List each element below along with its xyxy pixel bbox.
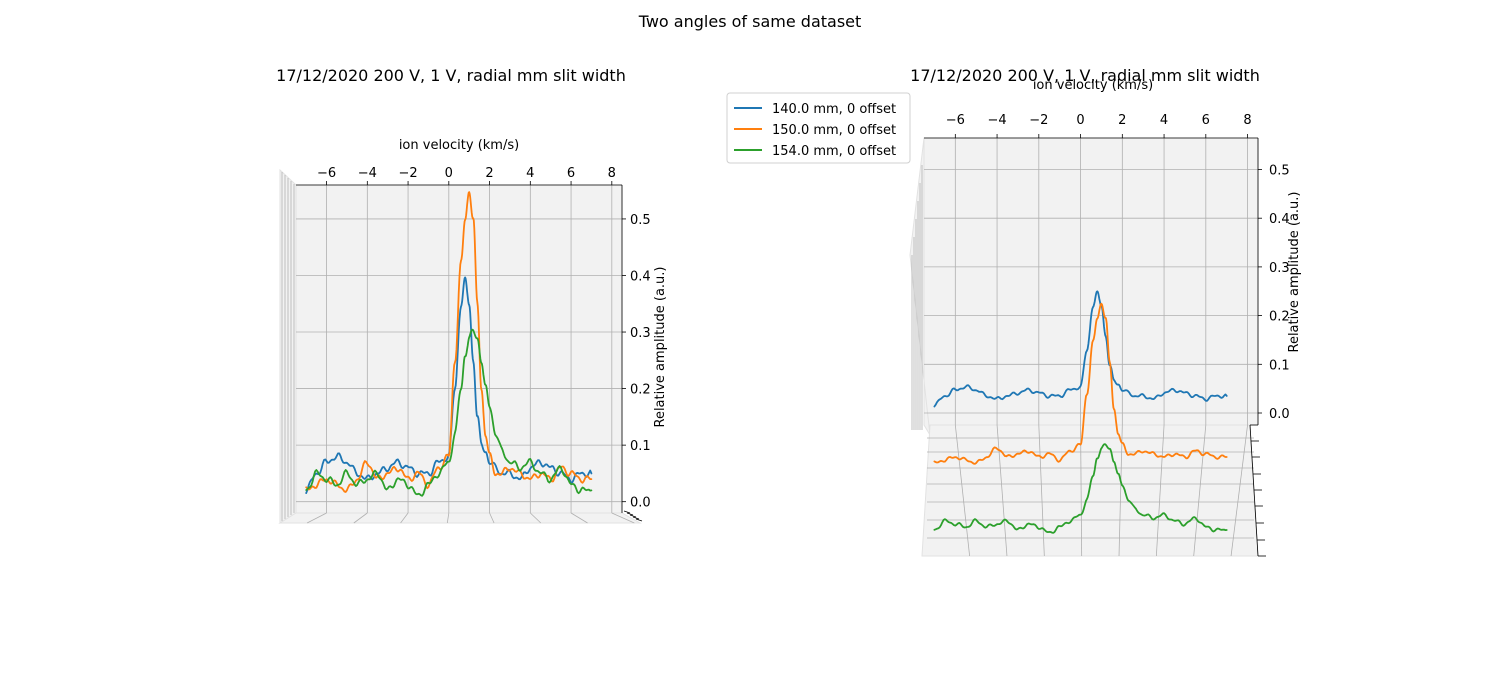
right-ytick-label: 0.1	[1269, 358, 1290, 373]
left-floor-grid-line	[530, 512, 542, 524]
left-floor-grid-line	[570, 512, 588, 524]
left-plot-title: 17/12/2020 200 V, 1 V, radial mm slit wi…	[276, 66, 626, 85]
left-plot: 17/12/2020 200 V, 1 V, radial mm slit wi…	[276, 66, 668, 524]
legend: 140.0 mm, 0 offset 150.0 mm, 0 offset 15…	[726, 92, 911, 164]
left-floor-grid-line	[611, 512, 635, 524]
legend-frame	[726, 92, 911, 164]
left-ytick-label: 0.2	[630, 383, 651, 398]
right-plot-xlabel: ion velocity (km/s)	[1033, 78, 1153, 93]
right-floor-grid-line	[996, 424, 1008, 557]
right-plot-back-pane	[923, 137, 1259, 426]
left-floor-grid-line	[446, 512, 450, 524]
right-floor-grid-line	[954, 424, 971, 557]
left-floor-grid-line	[400, 512, 409, 524]
legend-label-154mm: 154.0 mm, 0 offset	[772, 144, 896, 159]
right-depth-axis-line	[1249, 424, 1259, 557]
left-plot-floor-pane	[278, 512, 642, 524]
left-xtick-label: 4	[526, 166, 534, 181]
left-depth-tick	[623, 510, 631, 514]
right-xtick-label: 6	[1202, 113, 1210, 128]
right-xtick-label: 8	[1243, 113, 1251, 128]
right-series-150mm	[933, 302, 1228, 465]
right-xtick-label: 2	[1118, 113, 1126, 128]
right-ytick-label: 0.5	[1269, 164, 1290, 179]
right-xtick-label: −2	[1029, 113, 1048, 128]
right-xtick-label: 4	[1160, 113, 1168, 128]
left-ytick-label: 0.1	[630, 439, 651, 454]
right-ytick-label: 0.4	[1269, 212, 1290, 227]
left-floor-grid-line	[306, 512, 327, 524]
left-plot-ylabel: Relative amplitude (a.u.)	[653, 267, 668, 428]
left-xtick-label: 8	[608, 166, 616, 181]
right-series-154mm	[933, 443, 1228, 534]
left-depth-tick	[635, 518, 643, 522]
right-floor-grid-line	[1230, 424, 1248, 557]
right-ytick-label: 0.0	[1269, 407, 1290, 422]
left-xtick-label: 2	[485, 166, 493, 181]
right-plot-ylabel: Relative amplitude (a.u.)	[1287, 192, 1302, 353]
left-ytick-label: 0.5	[630, 213, 651, 228]
right-floor-grid-line	[1118, 424, 1123, 557]
left-depth-tick	[629, 514, 637, 518]
right-floor-grid-line	[1193, 424, 1207, 557]
right-xtick-label: −4	[987, 113, 1006, 128]
legend-label-150mm: 150.0 mm, 0 offset	[772, 123, 896, 138]
left-ytick-label: 0.4	[630, 269, 651, 284]
left-xtick-label: 0	[445, 166, 453, 181]
left-ytick-label: 0.0	[630, 496, 651, 511]
left-floor-grid-line	[489, 512, 495, 524]
left-depth-tick	[632, 516, 640, 520]
right-plot: −6 −4 −2 0 2 4 6 8 0.0 0.1 0.2 0.3 0.4 0.5 17/12/202…	[909, 66, 1302, 557]
right-plot-title: 17/12/2020 200 V, 1 V, radial mm slit wi…	[910, 66, 1260, 85]
left-floor-grid-line	[353, 512, 368, 524]
right-xtick-label: −6	[946, 113, 965, 128]
left-xtick-label: −2	[398, 166, 417, 181]
left-series-150mm	[305, 191, 593, 493]
right-floor-grid-line	[1038, 424, 1045, 557]
right-series-140mm	[933, 290, 1228, 408]
left-xtick-label: −4	[358, 166, 377, 181]
left-plot-xlabel: ion velocity (km/s)	[399, 138, 519, 153]
right-floor-grid-line	[1155, 424, 1165, 557]
right-xtick-label: 0	[1076, 113, 1084, 128]
right-ytick-label: 0.3	[1269, 261, 1290, 276]
left-ytick-label: 0.3	[630, 326, 651, 341]
left-depth-tick	[626, 512, 634, 516]
left-series-154mm	[305, 328, 593, 497]
left-xtick-label: −6	[317, 166, 336, 181]
right-floor-grid-line	[1080, 424, 1083, 557]
right-ytick-label: 0.2	[1269, 310, 1290, 325]
legend-label-140mm: 140.0 mm, 0 offset	[772, 102, 896, 117]
figure-suptitle: Two angles of same dataset	[638, 12, 862, 31]
left-xtick-label: 6	[567, 166, 575, 181]
